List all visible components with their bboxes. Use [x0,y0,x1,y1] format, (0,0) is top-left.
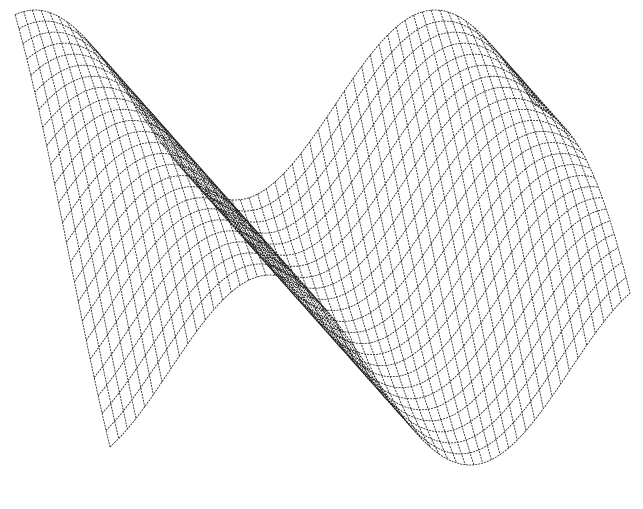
mesh-line [440,10,535,420]
mesh-line [102,253,622,443]
mesh-line [379,44,474,464]
mesh-line [301,153,396,407]
mesh-line [15,15,110,447]
mesh-line [15,10,535,200]
mesh-line [78,187,598,377]
mesh-line [59,132,579,322]
mesh-line [98,242,618,432]
mesh-line [58,16,153,394]
mesh-line [19,21,539,211]
wireframe-surface [0,0,643,509]
mesh-line [106,264,626,454]
mesh-line [119,81,214,309]
mesh-line [47,98,567,288]
mesh-line [362,66,457,463]
mesh-line [535,105,630,293]
mesh-line [76,29,171,369]
mesh-line [492,45,587,345]
mesh-line [82,198,602,388]
mesh-line [388,35,483,463]
mesh-line [249,198,344,333]
mesh-line [67,154,587,344]
mesh-line [39,76,559,266]
mesh-line [94,231,614,421]
mesh-line [24,12,119,439]
mesh-line [31,54,551,244]
mesh-line [240,200,335,321]
mesh-line [84,37,179,356]
mesh-line [431,10,526,430]
mesh-line [292,164,387,396]
mesh-line [422,12,517,440]
mesh-line [509,67,604,321]
mesh-line [43,87,563,277]
mesh-line [110,69,205,320]
mesh-line [318,130,413,430]
mesh-line [370,55,465,465]
